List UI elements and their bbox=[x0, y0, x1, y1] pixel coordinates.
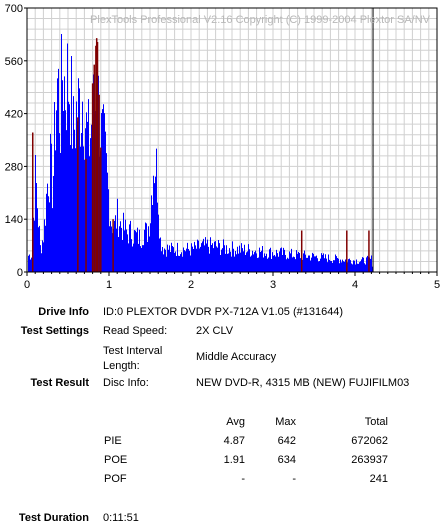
y-tick-label: 420 bbox=[5, 109, 23, 121]
test-result-label: Test Result bbox=[30, 377, 89, 389]
test-duration-label: Test Duration bbox=[18, 512, 89, 524]
col-avg-header: Avg bbox=[226, 416, 245, 428]
test-duration-value: 0:11:51 bbox=[103, 512, 139, 524]
chart-axes bbox=[24, 7, 438, 276]
row-pie-total: 672062 bbox=[351, 435, 388, 447]
x-tick-labels: 0 1 2 3 4 5 bbox=[24, 279, 440, 291]
disc-info-value: NEW DVD-R, 4315 MB (NEW) FUJIFILM03 bbox=[196, 377, 410, 389]
row-pof-avg: - bbox=[241, 473, 245, 485]
test-settings-label: Test Settings bbox=[20, 325, 89, 337]
test-interval-label-line2: Length: bbox=[103, 360, 140, 372]
x-tick-label: 0 bbox=[24, 279, 30, 291]
row-poe-avg: 1.91 bbox=[223, 454, 245, 466]
drive-info-value: ID:0 PLEXTOR DVDR PX-712A V1.05 (#131644… bbox=[103, 306, 344, 318]
y-tick-labels: 0 140 280 420 560 700 bbox=[5, 3, 23, 279]
chart-title: PlexTools Professional V2.16 Copyright (… bbox=[90, 14, 431, 26]
x-tick-label: 2 bbox=[188, 279, 194, 291]
x-tick-label: 4 bbox=[352, 279, 358, 291]
row-pie-avg: 4.87 bbox=[223, 435, 245, 447]
x-tick-label: 1 bbox=[106, 279, 112, 291]
row-pie-max: 642 bbox=[277, 435, 296, 447]
disc-info-label: Disc Info: bbox=[103, 377, 149, 389]
y-tick-label: 280 bbox=[5, 161, 23, 173]
y-tick-label: 560 bbox=[5, 56, 23, 68]
col-max-header: Max bbox=[275, 416, 296, 428]
row-pof-max: - bbox=[292, 473, 296, 485]
row-poe-total: 263937 bbox=[351, 454, 388, 466]
read-speed-value: 2X CLV bbox=[196, 325, 234, 337]
chart-bars bbox=[28, 33, 374, 272]
read-speed-label: Read Speed: bbox=[103, 325, 168, 337]
x-tick-label: 3 bbox=[270, 279, 276, 291]
y-tick-label: 700 bbox=[5, 3, 23, 15]
test-interval-label-line1: Test Interval bbox=[103, 345, 163, 357]
error-rate-chart: PlexTools Professional V2.16 Copyright (… bbox=[5, 3, 440, 291]
row-poe-name: POE bbox=[104, 454, 128, 466]
row-pof-total: 241 bbox=[369, 473, 388, 485]
x-tick-label: 5 bbox=[434, 279, 440, 291]
col-total-header: Total bbox=[364, 416, 388, 428]
row-pie-name: PIE bbox=[104, 435, 122, 447]
row-pof-name: POF bbox=[104, 473, 127, 485]
row-poe-max: 634 bbox=[277, 454, 296, 466]
drive-info-label: Drive Info bbox=[38, 306, 89, 318]
y-tick-label: 140 bbox=[5, 214, 23, 226]
test-interval-value: Middle Accuracy bbox=[196, 351, 277, 363]
y-tick-label: 0 bbox=[17, 267, 23, 279]
